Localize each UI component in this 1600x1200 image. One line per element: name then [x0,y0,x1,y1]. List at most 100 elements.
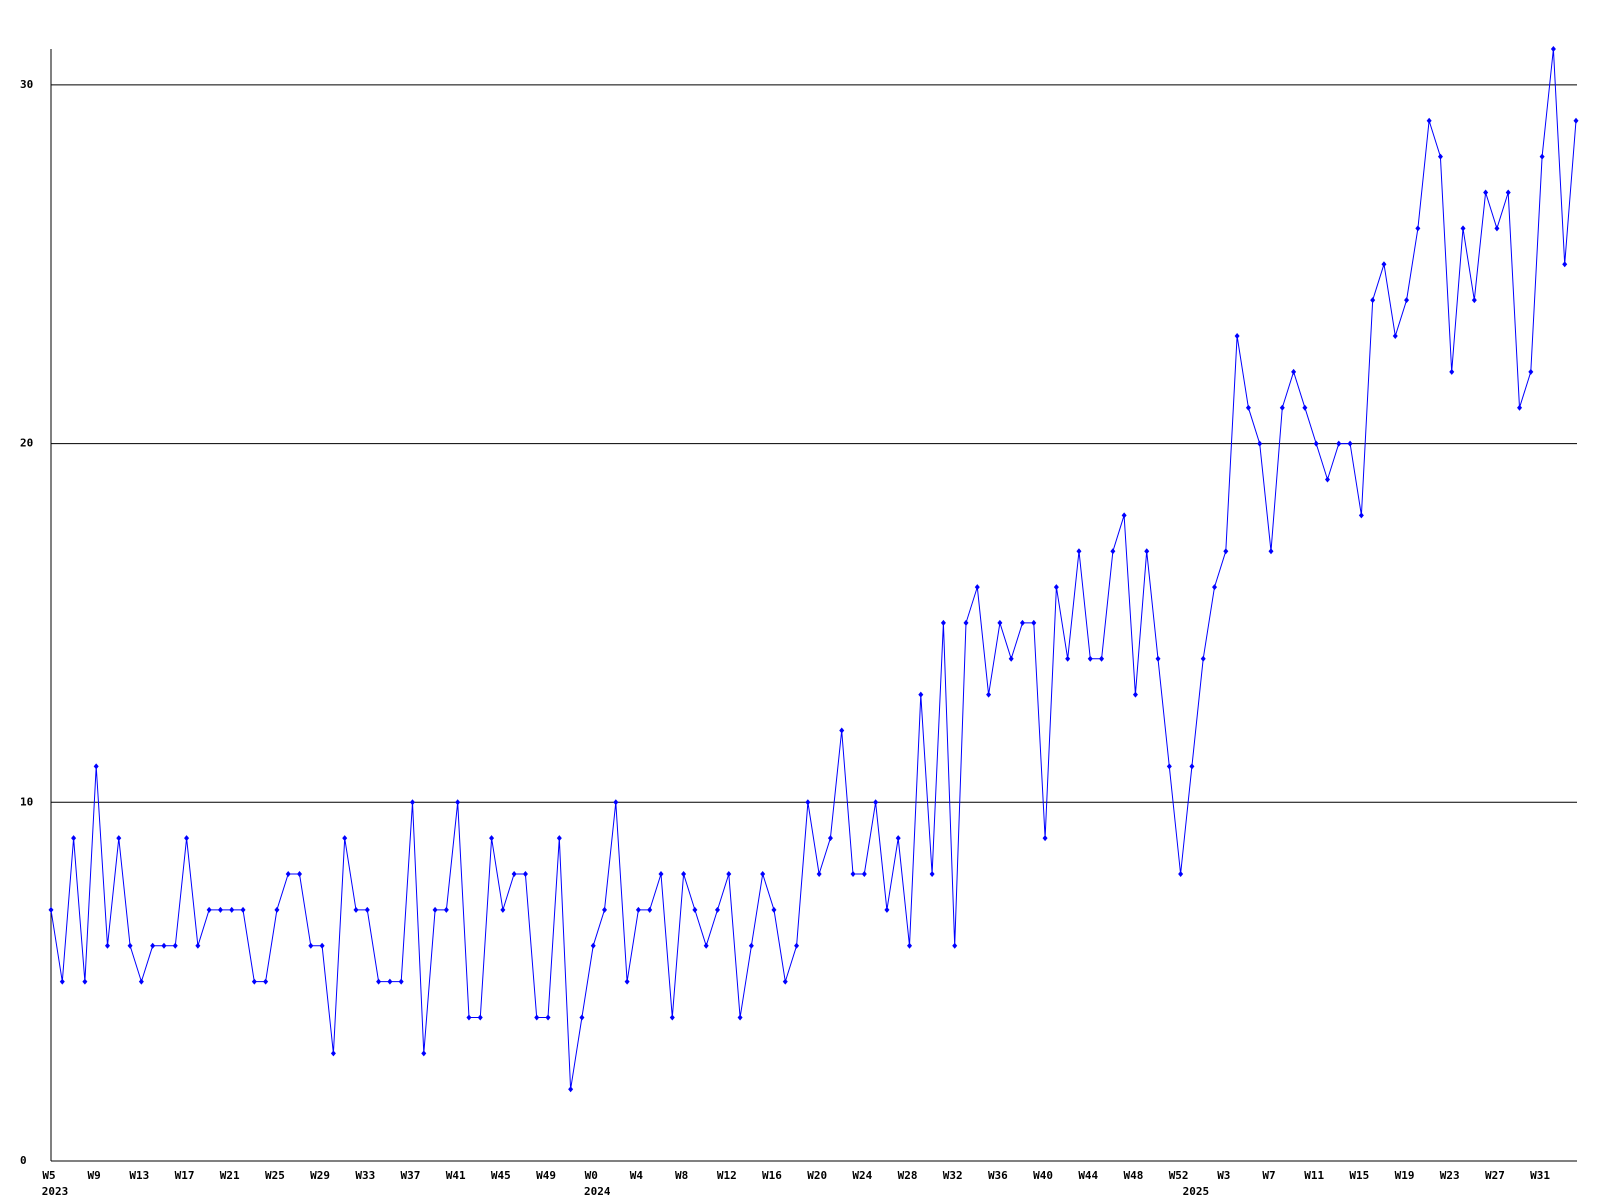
point [1155,655,1161,662]
x-tick-label: W21 [220,1169,240,1182]
point [1076,548,1082,555]
x-tick-label: W24 [852,1169,872,1182]
x-tick-label: W7 [1262,1169,1275,1182]
point [940,619,946,626]
point [782,978,788,985]
x-tick-label: W17 [175,1169,195,1182]
point [1404,297,1410,304]
point [1347,440,1353,447]
point [1065,655,1071,662]
point [330,1050,336,1057]
point [816,871,822,878]
point [319,942,325,949]
point [432,906,438,913]
point [1505,189,1511,196]
point [974,584,980,591]
x-tick-label: W33 [355,1169,375,1182]
point [997,619,1003,626]
point [150,942,156,949]
point [1324,476,1330,483]
point [206,906,212,913]
x-tick-label: W36 [988,1169,1008,1182]
x-year-label: 2023 [42,1185,69,1198]
point [138,978,144,985]
point [217,906,223,913]
x-tick-label: W29 [310,1169,330,1182]
point [1212,584,1218,591]
y-tick-label: 30 [20,78,33,91]
point [579,1014,585,1021]
point [658,871,664,878]
y-tick-label: 0 [20,1154,27,1167]
point [1008,655,1014,662]
point [703,942,709,949]
point [556,835,562,842]
x-tick-label: W15 [1349,1169,1369,1182]
point [1291,368,1297,375]
point [1042,835,1048,842]
point [839,727,845,734]
point [489,835,495,842]
x-tick-label: W12 [717,1169,737,1182]
point [907,942,913,949]
x-tick-label: W13 [129,1169,149,1182]
point [251,978,257,985]
point [624,978,630,985]
point [1019,619,1025,626]
point [952,942,958,949]
point [568,1086,574,1093]
point [692,906,698,913]
point [1302,404,1308,411]
point [195,942,201,949]
point [929,871,935,878]
point [1268,548,1274,555]
point [737,1014,743,1021]
point [522,871,528,878]
x-tick-label: W16 [762,1169,782,1182]
x-tick-label: W49 [536,1169,556,1182]
point [534,1014,540,1021]
point [681,871,687,878]
point [895,835,901,842]
x-tick-label: W23 [1440,1169,1460,1182]
point [714,906,720,913]
x-tick-label: W19 [1395,1169,1415,1182]
x-tick-label: W37 [401,1169,421,1182]
x-year-label: 2024 [584,1185,611,1198]
point [1245,404,1251,411]
point [771,906,777,913]
x-tick-label: W41 [446,1169,466,1182]
point [1381,261,1387,268]
point [1415,225,1421,232]
point [285,871,291,878]
point [48,906,54,913]
point [1178,871,1184,878]
x-tick-label: W31 [1530,1169,1550,1182]
x-tick-label: W3 [1217,1169,1230,1182]
point [1471,297,1477,304]
point [1426,117,1432,124]
point [116,835,122,842]
point [1257,440,1263,447]
point [229,906,235,913]
x-tick-label: W20 [807,1169,827,1182]
x-tick-label: W4 [630,1169,644,1182]
point [726,871,732,878]
point [1132,691,1138,698]
point [1562,261,1568,268]
point [1223,548,1229,555]
point [1358,512,1364,519]
x-tick-label: W48 [1124,1169,1144,1182]
x-tick-label: W9 [88,1169,101,1182]
point [240,906,246,913]
point [263,978,269,985]
point [1313,440,1319,447]
point [1494,225,1500,232]
line [50,48,1577,1090]
x-tick-label: W40 [1033,1169,1053,1182]
point [1031,619,1037,626]
point [1336,440,1342,447]
point [794,942,800,949]
